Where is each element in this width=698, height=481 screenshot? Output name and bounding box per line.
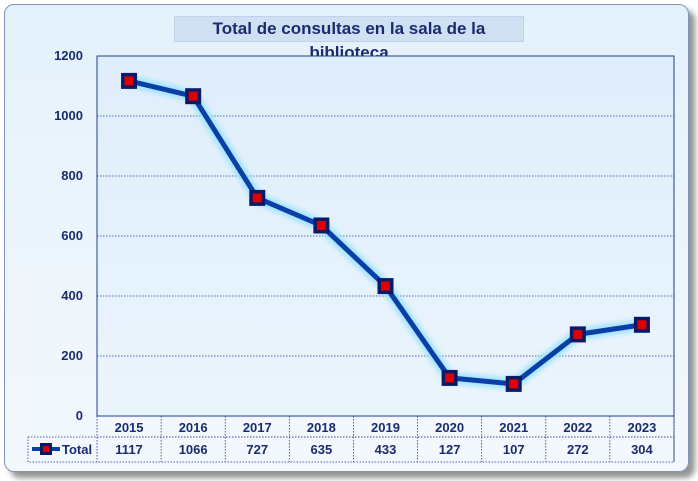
legend-label: Total <box>62 442 92 457</box>
data-label: 272 <box>567 442 589 457</box>
y-tick-label: 200 <box>61 348 83 363</box>
y-tick-label: 600 <box>61 228 83 243</box>
data-point-core <box>381 281 390 291</box>
y-tick-label: 800 <box>61 168 83 183</box>
x-tick-label: 2017 <box>243 420 272 435</box>
x-tick-label: 2021 <box>499 420 528 435</box>
data-point-core <box>252 193 262 203</box>
legend-marker-core <box>43 446 49 452</box>
x-tick-label: 2023 <box>627 420 656 435</box>
data-label: 433 <box>375 442 397 457</box>
data-label: 127 <box>439 442 461 457</box>
x-tick-label: 2019 <box>371 420 400 435</box>
data-label: 635 <box>311 442 333 457</box>
x-tick-label: 2018 <box>307 420 336 435</box>
data-label: 1066 <box>179 442 208 457</box>
x-tick-label: 2015 <box>115 420 144 435</box>
y-tick-label: 0 <box>76 408 83 423</box>
x-tick-label: 2022 <box>563 420 592 435</box>
data-point-core <box>573 329 583 339</box>
chart-title: Total de consultas en la sala de la bibl… <box>174 16 524 62</box>
data-label: 727 <box>246 442 268 457</box>
data-point-core <box>188 91 198 101</box>
data-point-core <box>445 373 455 383</box>
data-label: 107 <box>503 442 525 457</box>
data-point-core <box>124 76 134 86</box>
x-tick-label: 2016 <box>179 420 208 435</box>
y-tick-label: 1000 <box>54 108 83 123</box>
data-point-core <box>509 379 519 389</box>
data-label: 304 <box>631 442 653 457</box>
y-tick-label: 1200 <box>54 48 83 63</box>
data-point-core <box>316 221 326 230</box>
x-tick-label: 2020 <box>435 420 464 435</box>
data-label: 1117 <box>115 442 143 457</box>
data-point-core <box>637 320 647 330</box>
y-tick-label: 400 <box>61 288 83 303</box>
